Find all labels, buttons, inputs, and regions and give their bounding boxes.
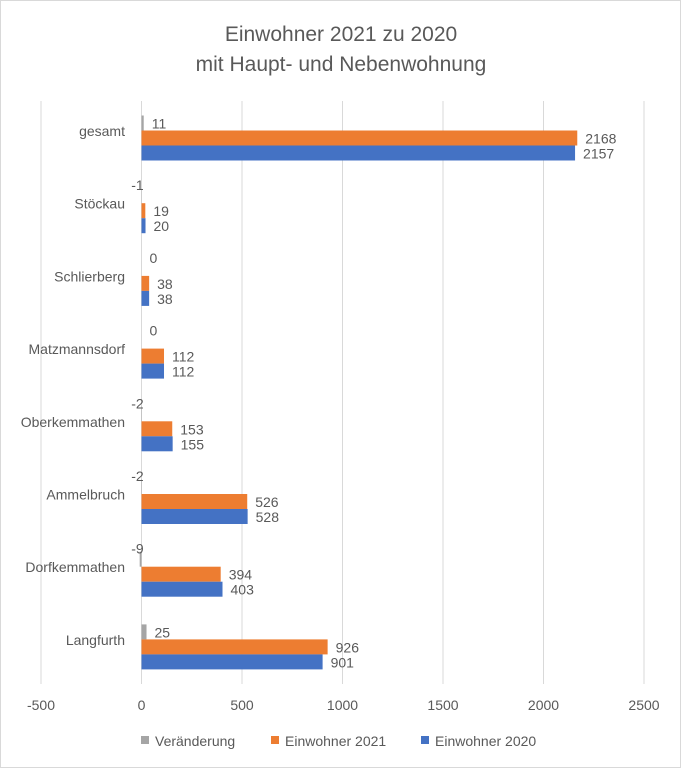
data-label: 2157	[583, 146, 614, 162]
data-label: 901	[331, 654, 355, 670]
legend-swatch	[421, 736, 429, 744]
data-label: 394	[229, 567, 253, 583]
data-label: 20	[154, 218, 170, 234]
bar-einwohner-2020	[142, 436, 173, 451]
data-label: 0	[150, 323, 158, 339]
legend-label: Einwohner 2020	[435, 733, 536, 749]
bar-einwohner-2020	[142, 364, 165, 379]
data-label: 926	[336, 639, 360, 655]
data-label: -9	[131, 541, 144, 557]
chart-title: Einwohner 2021 zu 2020	[225, 23, 457, 46]
bar-einwohner-2020	[142, 654, 323, 669]
data-label: -2	[131, 395, 144, 411]
category-label: gesamt	[79, 123, 125, 139]
x-tick-label: 1500	[427, 697, 458, 713]
x-tick-label: 2500	[628, 697, 659, 713]
data-label: 38	[157, 276, 173, 292]
category-label: Stöckau	[74, 196, 125, 212]
data-label: 112	[172, 349, 195, 365]
category-label: Langfurth	[66, 632, 125, 648]
legend-label: Einwohner 2021	[285, 733, 386, 749]
data-label: -1	[131, 177, 144, 193]
bar-einwohner-2020	[142, 291, 150, 306]
data-label: 11	[152, 116, 167, 132]
data-label: 19	[153, 203, 169, 219]
data-label: 38	[157, 291, 173, 307]
category-label: Matzmannsdorf	[29, 341, 126, 357]
x-tick-label: -500	[27, 697, 55, 713]
chart-title: mit Haupt- und Nebenwohnung	[196, 53, 487, 76]
bar-einwohner-2021	[142, 567, 221, 582]
bar-einwohner-2020	[142, 146, 576, 161]
x-tick-label: 2000	[528, 697, 559, 713]
category-label: Ammelbruch	[46, 487, 125, 503]
data-label: -2	[131, 468, 144, 484]
bar-veränderung	[142, 116, 144, 131]
data-label: 528	[256, 509, 280, 525]
category-label: Schlierberg	[54, 268, 125, 284]
legend-label: Veränderung	[155, 733, 235, 749]
bar-einwohner-2021	[142, 349, 165, 364]
x-tick-label: 0	[138, 697, 146, 713]
bar-einwohner-2021	[142, 639, 328, 654]
data-label: 155	[181, 436, 205, 452]
data-label: 0	[150, 250, 158, 266]
bar-einwohner-2021	[142, 203, 146, 218]
data-label: 403	[231, 582, 255, 598]
bar-einwohner-2021	[142, 421, 173, 436]
bar-einwohner-2021	[142, 276, 150, 291]
bar-veränderung	[142, 624, 147, 639]
data-label: 112	[172, 364, 195, 380]
category-label: Oberkemmathen	[21, 414, 125, 430]
data-label: 153	[180, 421, 204, 437]
data-label: 526	[255, 494, 279, 510]
category-label: Dorfkemmathen	[25, 559, 125, 575]
bar-einwohner-2020	[142, 582, 223, 597]
bar-einwohner-2021	[142, 131, 578, 146]
legend-swatch	[271, 736, 279, 744]
legend-swatch	[141, 736, 149, 744]
bar-einwohner-2020	[142, 218, 146, 233]
bar-einwohner-2021	[142, 494, 248, 509]
bar-einwohner-2020	[142, 509, 248, 524]
data-label: 25	[155, 624, 171, 640]
data-label: 2168	[585, 131, 616, 147]
x-tick-label: 500	[230, 697, 254, 713]
x-tick-label: 1000	[327, 697, 358, 713]
